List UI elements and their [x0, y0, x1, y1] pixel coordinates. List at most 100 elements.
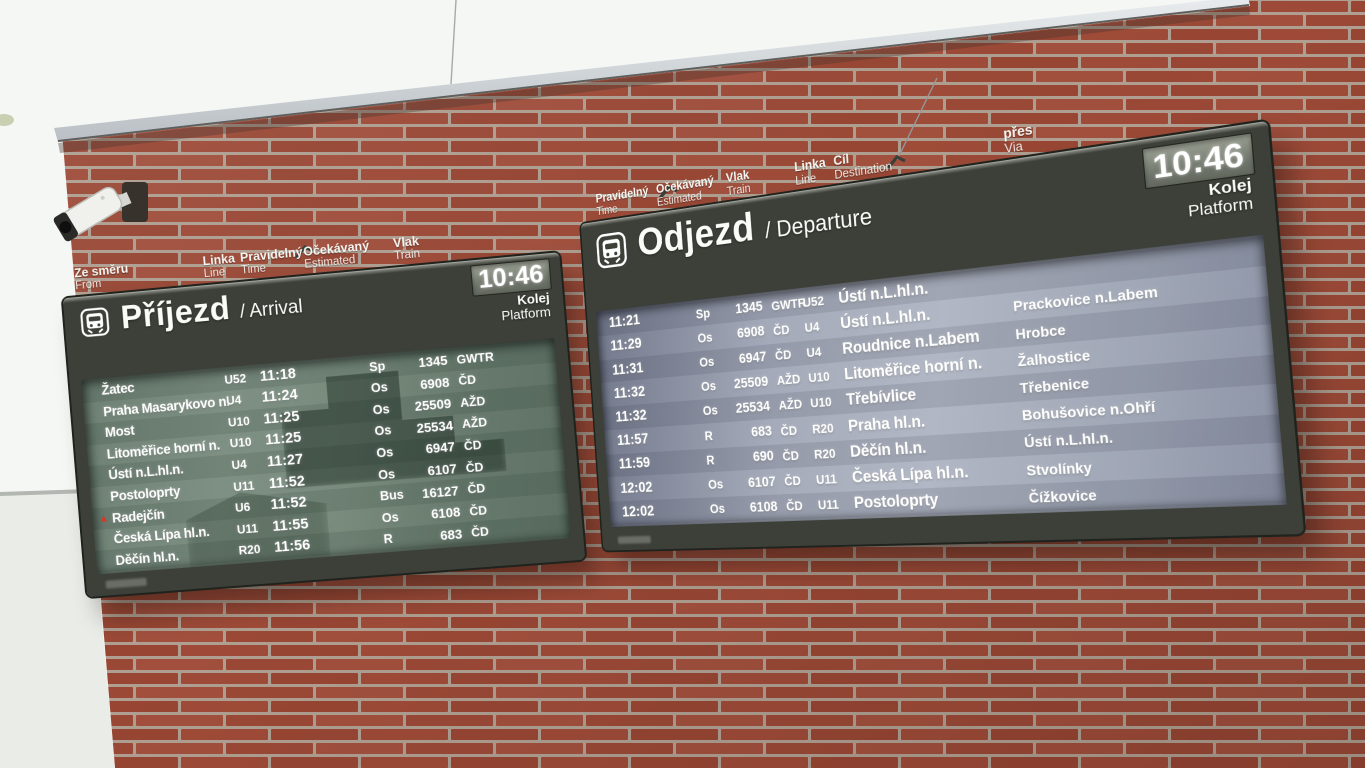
- estimated-time: [322, 475, 378, 480]
- train-number: 6908: [722, 324, 765, 343]
- operator: ČD: [775, 473, 816, 489]
- operator: AŽD: [770, 396, 811, 413]
- arrival-board: Příjezd / Arrival 10:46 Kolej Platform Z…: [63, 252, 586, 597]
- arrival-subtitle: / Arrival: [239, 296, 303, 323]
- train-type: Os: [372, 401, 403, 418]
- scheduled-time: 12:02: [622, 503, 662, 521]
- col-line: Linka Line: [794, 155, 827, 188]
- train-number: 1345: [399, 353, 449, 372]
- estimated-time: [648, 314, 696, 319]
- train-type: Os: [370, 379, 401, 396]
- arrival-platform-label: Kolej Platform: [500, 291, 552, 324]
- estimated-time: [649, 338, 697, 343]
- line-code: U11: [233, 477, 270, 494]
- train-number: 6908: [400, 375, 450, 394]
- warning-icon: [97, 497, 111, 498]
- scheduled-time: 11:32: [613, 383, 653, 403]
- line-code: U4: [804, 317, 841, 335]
- scheduled-time: 11:18: [259, 364, 314, 385]
- train-number: 683: [729, 424, 773, 442]
- line-code: U11: [815, 471, 852, 487]
- scheduled-time: 12:02: [620, 479, 660, 497]
- train-icon: [79, 306, 110, 338]
- train-type: Os: [374, 422, 405, 439]
- estimated-time: [319, 432, 375, 437]
- warning-icon: [91, 433, 105, 434]
- train-number: 6947: [724, 349, 767, 368]
- operator: AŽD: [768, 371, 809, 389]
- col-via: přes Via: [1003, 122, 1035, 157]
- train-number: 25534: [404, 418, 454, 437]
- train-type: Bus: [379, 487, 410, 503]
- line-code: U10: [808, 368, 845, 386]
- warning-icon: [90, 412, 104, 413]
- scheduled-time: 11:24: [261, 386, 316, 407]
- arrival-title: Příjezd / Arrival: [119, 282, 303, 336]
- warning-icon: [95, 475, 109, 476]
- warning-icon: [88, 391, 102, 392]
- arrival-screen: Žatec U52 11:18 Sp 1345 GWTR Praha Masarykovo…: [81, 338, 571, 574]
- train-type: Os: [381, 509, 412, 525]
- warning-icon: [100, 539, 114, 540]
- estimated-time: [321, 453, 377, 458]
- train-number: 683: [413, 526, 463, 545]
- scheduled-time: 11:52: [270, 493, 325, 513]
- line-code: R20: [238, 541, 275, 558]
- departure-platform-label: Kolej Platform: [1186, 176, 1254, 221]
- train-type: Os: [378, 466, 409, 482]
- departure-board: Odjezd / Departure 10:46 Kolej Platform …: [581, 121, 1304, 551]
- train-type: Os: [699, 354, 725, 370]
- train-type: R: [706, 452, 732, 467]
- via-station: Stvolínky: [1026, 450, 1265, 478]
- train-number: 6947: [406, 439, 456, 458]
- scheduled-time: 11:25: [263, 407, 318, 427]
- train-number: 25534: [727, 399, 771, 417]
- manufacturer-logo: [106, 578, 147, 589]
- line-code: U4: [226, 391, 263, 408]
- estimated-time: [655, 412, 703, 416]
- estimated-time: [651, 363, 699, 367]
- train-type: R: [383, 530, 414, 546]
- train-number: 6108: [734, 499, 778, 516]
- line-code: R20: [814, 445, 851, 462]
- estimated-time: [328, 540, 384, 544]
- scheduled-time: 11:27: [266, 450, 321, 470]
- estimated-time: [324, 497, 380, 501]
- scheduled-time: 11:59: [618, 455, 658, 474]
- scheduled-time: 11:55: [272, 514, 327, 534]
- scheduled-time: 11:56: [274, 536, 329, 556]
- train-type: Os: [702, 403, 728, 419]
- via-station: Čížkovice: [1028, 479, 1267, 505]
- manufacturer-logo: [618, 536, 651, 544]
- train-number: 25509: [725, 374, 768, 393]
- train-number: 16127: [410, 483, 460, 502]
- warning-icon: [102, 560, 116, 561]
- operator: ČD: [777, 498, 818, 514]
- train-icon: [595, 230, 628, 270]
- train-number: 1345: [720, 299, 763, 319]
- estimated-time: [658, 460, 706, 463]
- operator: ČD: [773, 447, 814, 464]
- destination: Postoloprty: [853, 487, 1029, 513]
- col-from: Ze směru From: [74, 262, 130, 293]
- train-type: Sp: [369, 358, 400, 375]
- operator: ČD: [462, 519, 565, 541]
- scheduled-time: 11:29: [610, 335, 650, 355]
- line-code: U4: [231, 455, 268, 472]
- estimated-time: [660, 485, 709, 487]
- line-code: U11: [236, 520, 273, 537]
- train-type: Os: [701, 378, 727, 394]
- line-code: R20: [812, 419, 849, 436]
- operator: GWTR: [762, 295, 803, 314]
- train-type: Os: [709, 501, 735, 516]
- scheduled-time: 11:31: [612, 359, 652, 379]
- train-type: Sp: [695, 304, 721, 321]
- departure-screen: 11:21 Sp 1345 GWTR U52 Ústí n.L.hl.n. 11:29 Os…: [596, 235, 1287, 527]
- train-number: 690: [731, 449, 775, 467]
- line-code: U4: [806, 342, 843, 360]
- train-number: 6107: [408, 461, 458, 480]
- departure-subtitle: / Departure: [764, 203, 873, 244]
- estimated-time: [656, 436, 704, 439]
- train-type: R: [704, 427, 730, 443]
- arrival-rows: Žatec U52 11:18 Sp 1345 GWTR Praha Masarykovo…: [81, 338, 571, 574]
